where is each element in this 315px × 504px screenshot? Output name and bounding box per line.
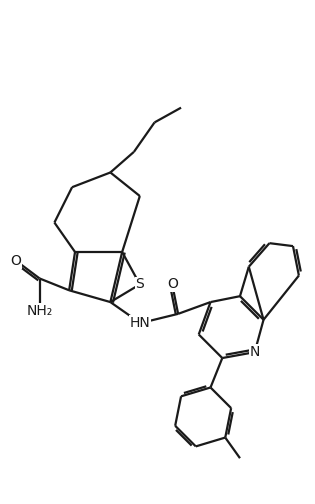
Text: N: N: [249, 345, 260, 359]
Text: NH₂: NH₂: [26, 304, 53, 318]
Text: O: O: [167, 277, 178, 291]
Text: S: S: [135, 277, 144, 291]
Text: HN: HN: [129, 316, 150, 330]
Text: O: O: [11, 254, 21, 268]
